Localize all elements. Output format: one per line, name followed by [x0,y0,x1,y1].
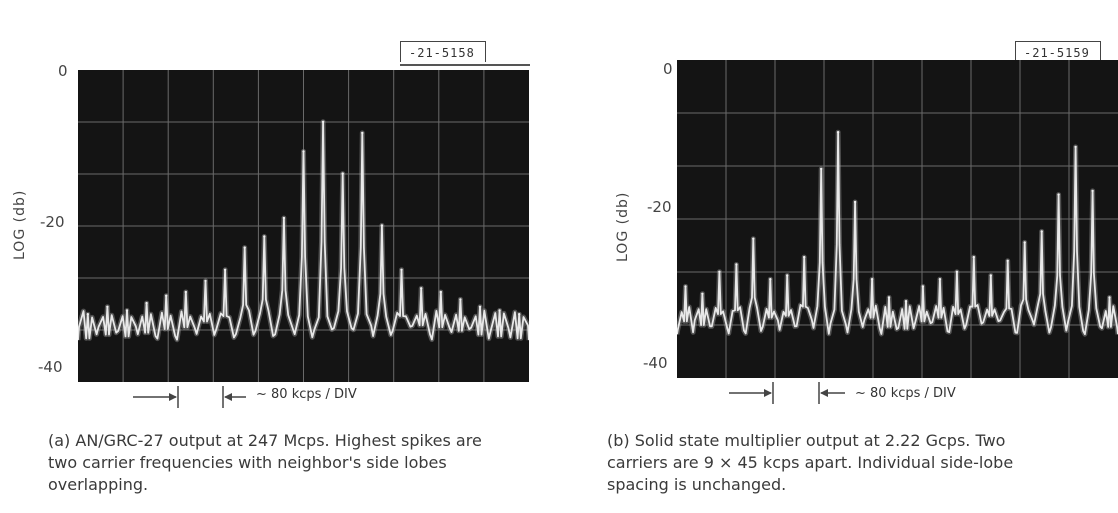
grid [677,60,1118,378]
spectral-peak [223,268,227,271]
spectral-peak [921,285,925,288]
spectral-peak [735,263,738,266]
scale-arrows [729,382,845,404]
spectral-peak [1040,230,1043,233]
spectral-peak [204,279,207,283]
y-axis-label: LOG (db) [615,191,631,262]
spectral-peak [380,224,384,227]
spectral-peak [145,301,148,305]
spectral-peak [282,216,286,220]
panel-a: -21-5158 0 -20 -40 LOG (db) ~ 80 kcps / … [12,41,530,494]
spectral-peak [263,235,266,238]
spectral-peak [106,305,109,308]
spectral-peak [321,120,325,123]
y-tick-0: 0 [663,60,673,78]
spectral-peak [718,270,721,273]
spectral-peak [836,131,840,134]
spectral-peak [1057,193,1060,196]
spectral-peak [887,296,891,299]
caption: (b) Solid state multiplier output at 2.2… [607,431,1014,494]
spectral-peak [439,290,442,294]
spectral-peak [518,313,521,316]
y-tick-40: -40 [38,358,63,376]
scale-arrows [133,386,246,408]
spectrum-plot [677,60,1118,378]
grid [78,70,529,382]
scale-label: ~ 80 kcps / DIV [855,386,956,401]
spectral-peak [1023,241,1026,244]
trace-glow [677,129,1118,337]
spectral-peak [803,255,806,259]
spectral-peak [955,270,959,273]
spectral-peak [853,200,857,204]
y-axis-label: LOG (db) [12,189,28,260]
spectral-peak [400,268,403,271]
figure-id-underline [400,64,530,66]
spectral-peak [1108,296,1111,299]
spectral-peak [86,313,89,316]
spectral-peak [1006,259,1009,262]
spectrum-trace [677,131,1118,336]
caption: (a) AN/GRC-27 output at 247 Mcps. Highes… [48,431,482,494]
spectral-peak [243,246,246,249]
spectral-peak [769,278,772,281]
y-tick-20: -20 [647,198,672,216]
spectral-peak [459,298,462,301]
y-tick-20: -20 [40,213,65,231]
spectral-peak [870,278,874,281]
spectral-peak [989,274,992,277]
y-tick-0: 0 [58,62,68,80]
spectral-peak [420,287,423,290]
spectral-peak [165,294,168,297]
spectral-peak [684,285,687,288]
spectral-peak [498,309,501,312]
spectral-peak [1091,189,1094,193]
panel-b: -21-5159 0 -20 -40 LOG (db) ~ 80 kcps / … [559,0,1118,513]
spectral-peak [361,131,364,135]
spectral-peak [478,305,482,308]
spectral-peak [786,274,789,277]
spectral-peak [701,292,704,295]
spectral-peak [904,300,908,303]
spectrum-plot [78,70,529,382]
spectral-peak [341,172,344,175]
spectral-peak [125,309,129,312]
y-tick-40: -40 [643,354,668,372]
spectral-peak [184,290,187,294]
spectral-peak [820,167,823,171]
spectrum-screen [78,70,529,382]
spectrum-screen [677,60,1118,378]
spectral-peak [1074,145,1077,149]
figure-id: -21-5158 [400,41,486,62]
spectral-peak [302,150,305,153]
spectral-peak [938,278,942,281]
scale-label: ~ 80 kcps / DIV [256,387,357,402]
spectral-peak [972,255,975,259]
figure-id: -21-5159 [1015,41,1101,62]
spectral-peak [752,237,755,240]
